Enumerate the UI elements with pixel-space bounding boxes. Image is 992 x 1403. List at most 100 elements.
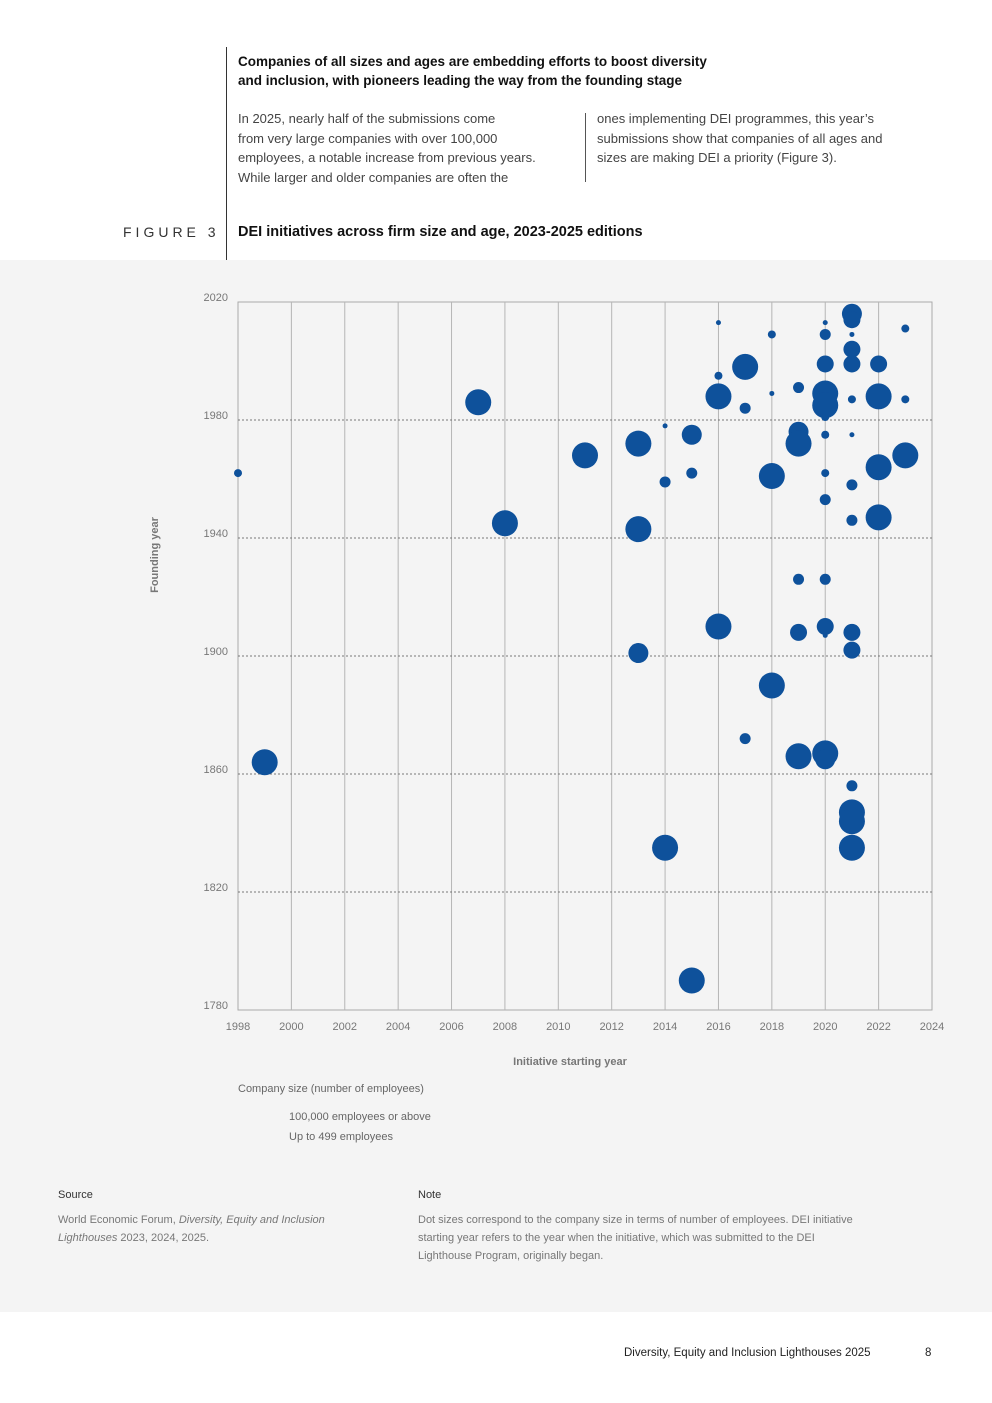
data-point [793,382,805,394]
data-point [785,430,812,457]
x-axis-label: Initiative starting year [513,1056,627,1068]
source-suffix: 2023, 2024, 2025. [117,1232,210,1244]
source-text: World Economic Forum, Diversity, Equity … [58,1211,378,1247]
y-tick-label: 1780 [204,1000,228,1012]
column-divider [585,113,586,182]
x-tick-label: 2000 [279,1021,303,1033]
data-point [901,395,910,404]
data-point [785,743,812,770]
data-point [821,469,830,478]
x-tick-label: 2012 [599,1021,623,1033]
figure-title: DEI initiatives across firm size and age… [238,224,643,240]
data-point [625,430,652,457]
y-tick-label: 2020 [204,292,228,304]
note-line: starting year refers to the year when th… [418,1232,815,1244]
body-line: employees, a notable increase from previ… [238,150,536,165]
note-line: Dot sizes correspond to the company size… [418,1214,853,1226]
x-tick-label: 2006 [439,1021,463,1033]
data-point [628,643,649,664]
data-point [843,641,861,659]
data-point [758,672,785,699]
body-line: sizes are making DEI a priority (Figure … [597,150,837,165]
x-tick-label: 2004 [386,1021,410,1033]
body-line: submissions show that companies of all a… [597,130,883,146]
data-point [705,613,732,640]
y-tick-label: 1900 [204,646,228,658]
data-point [714,371,723,380]
headline-line-1: Companies of all sizes and ages are embe… [238,54,707,69]
y-tick-label: 1940 [204,528,228,540]
data-point [849,331,855,337]
data-point [251,749,278,776]
data-point [838,808,865,835]
data-point [821,430,830,439]
source-prefix: World Economic Forum, [58,1214,179,1226]
body-line: from very large companies with over 100,… [238,130,498,146]
data-point [681,424,702,445]
y-tick-label: 1860 [204,764,228,776]
data-point [849,432,855,438]
data-point [758,463,785,490]
data-point [819,573,831,585]
data-point [739,733,751,745]
data-point [491,510,518,537]
data-point [234,469,242,478]
x-tick-label: 2010 [546,1021,570,1033]
data-point [739,402,751,414]
data-point [678,967,705,994]
y-tick-label: 1980 [204,410,228,422]
data-point [793,573,805,585]
note-heading: Note [418,1189,442,1201]
x-tick-label: 2024 [920,1021,944,1033]
legend-title: Company size (number of employees) [238,1083,424,1095]
body-column-left: In 2025, nearly half of the submissions … [238,109,578,187]
section-divider-line [226,47,227,260]
data-point [870,355,888,373]
x-tick-label: 1998 [226,1021,250,1033]
data-point [819,494,831,506]
source-italic-2: Lighthouses [58,1232,118,1244]
data-point [816,355,834,373]
data-point [847,395,856,404]
data-point [767,330,776,339]
data-point [892,442,919,469]
body-line: While larger and older companies are oft… [238,169,509,185]
y-axis-label: Founding year [149,516,161,593]
legend-small-label: Up to 499 employees [289,1131,393,1143]
data-point [572,442,598,469]
data-point [865,504,892,531]
source-italic-1: Diversity, Equity and Inclusion [178,1214,325,1226]
x-tick-label: 2018 [760,1021,784,1033]
data-point [846,479,858,491]
data-point [822,632,828,638]
data-point [865,383,892,410]
data-point [705,383,732,410]
x-tick-label: 2016 [706,1021,730,1033]
note-text: Dot sizes correspond to the company size… [418,1211,918,1265]
data-point [865,454,892,481]
x-tick-label: 2002 [333,1021,357,1033]
y-tick-label: 1820 [204,882,228,894]
data-point [819,328,831,340]
body-line: In 2025, nearly half of the submissions … [238,111,496,126]
data-point [821,413,830,422]
data-point [846,780,858,792]
data-point [625,516,652,543]
data-point [652,834,679,861]
data-point [812,392,839,419]
data-point [659,476,671,488]
headline: Companies of all sizes and ages are embe… [238,52,798,90]
data-point [843,355,861,373]
data-point [838,834,865,861]
source-heading: Source [58,1189,93,1201]
data-point [843,340,861,358]
body-column-right: ones implementing DEI programmes, this y… [597,109,937,168]
legend-large-label: 100,000 employees or above [289,1111,431,1123]
data-point [732,353,759,380]
data-point [662,423,668,429]
data-point [465,389,492,416]
x-tick-label: 2020 [813,1021,837,1033]
data-point [843,623,861,641]
x-tick-label: 2022 [866,1021,890,1033]
data-point [790,623,808,641]
